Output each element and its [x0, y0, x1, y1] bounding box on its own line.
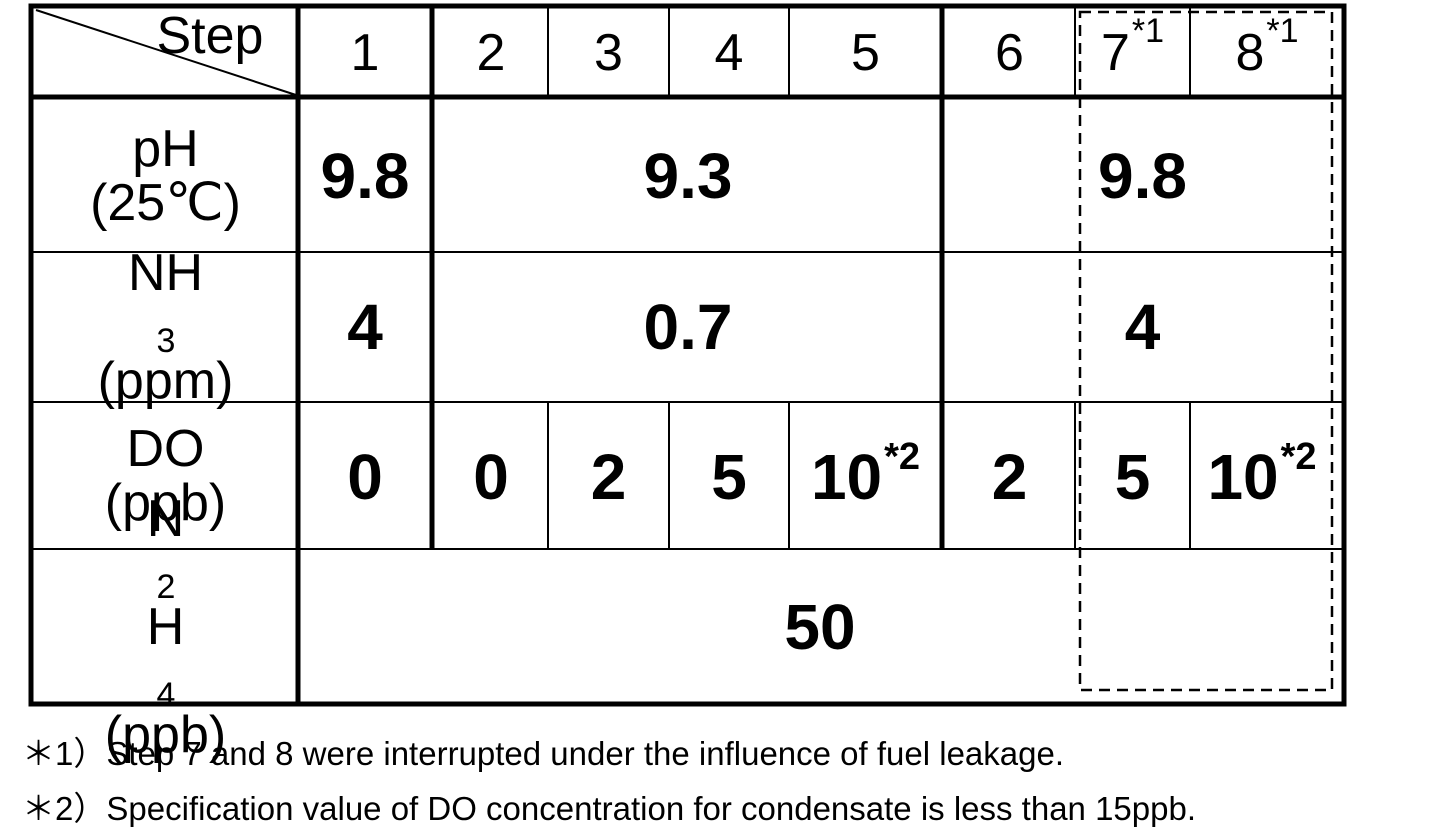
row-label-ph: pH (25℃)	[90, 119, 241, 232]
footnote-1: ＊1）Step 7 and 8 were interrupted under t…	[22, 735, 1065, 772]
header-step-1: 1	[350, 23, 380, 82]
row-label-nh3: NH 3 (ppm)	[97, 244, 234, 410]
ph-steps-2-5: 9.3	[643, 139, 733, 212]
corner-step-label: Step	[156, 7, 264, 65]
nh3-steps-2-5: 0.7	[643, 291, 733, 363]
interrupted-steps-box	[1078, 10, 1334, 692]
nh3-steps-7-8: 4	[1124, 291, 1161, 363]
do-step-2: 0	[473, 440, 509, 513]
ph-step-1: 9.8	[320, 139, 410, 212]
footnote-2: ＊2）Specification value of DO concentrati…	[22, 790, 1197, 827]
do-step-6: 2	[991, 440, 1028, 513]
header-step-8: 8 *1	[1235, 11, 1299, 82]
row-label-do: DO (ppb)	[104, 419, 227, 532]
header-step-6: 6	[995, 23, 1024, 82]
do-step-5: 10 *2	[810, 435, 921, 513]
header-step-2: 2	[476, 23, 506, 82]
header-step-7: 7 *1	[1100, 11, 1165, 82]
do-step-1: 0	[347, 440, 383, 513]
n2h4-steps-1-6: 50	[784, 590, 856, 663]
do-step-7: 5	[1114, 440, 1151, 513]
do-step-3: 2	[590, 440, 627, 513]
do-step-4: 5	[711, 440, 747, 513]
header-step-3: 3	[594, 23, 623, 82]
do-step-8: 10 *2	[1207, 435, 1317, 513]
header-step-4: 4	[714, 23, 744, 82]
header-step-5: 5	[851, 23, 880, 82]
table-border	[28, 3, 1347, 707]
nh3-step-1: 4	[347, 291, 383, 363]
corner-diagonal	[35, 9, 297, 96]
ph-steps-7-8: 9.8	[1098, 139, 1187, 212]
